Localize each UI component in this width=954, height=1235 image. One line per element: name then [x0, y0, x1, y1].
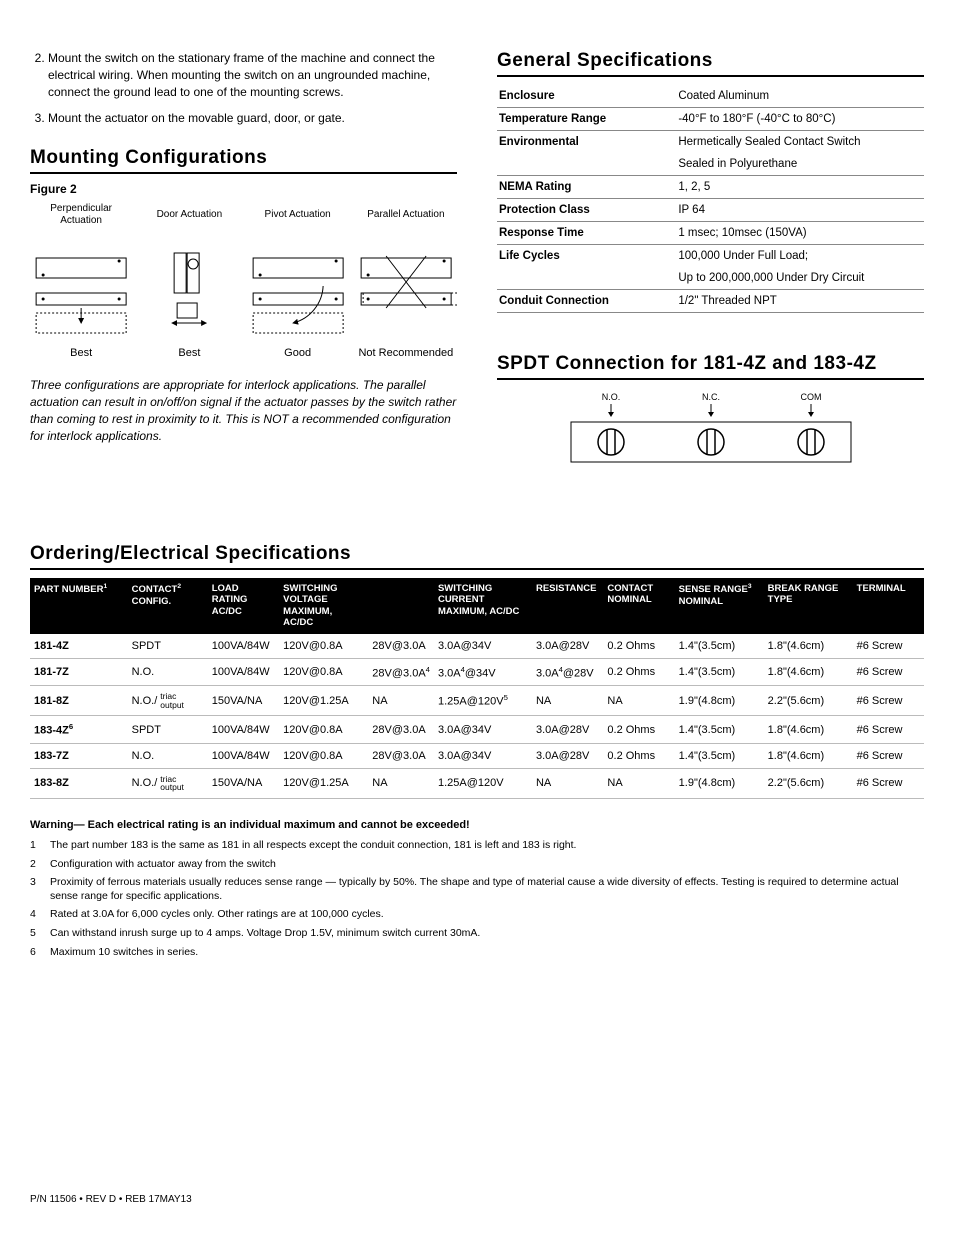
spec-val: 1, 2, 5	[676, 176, 924, 199]
parallel-diagram	[355, 228, 457, 338]
spec-val: Sealed in Polyurethane	[676, 153, 924, 176]
spec-key	[497, 153, 676, 176]
table-row: 181-7Z N.O. 100VA/84W 120V@0.8A 28V@3.0A…	[30, 658, 924, 686]
mounting-grid: Perpendicular Actuation Best Door Actuat…	[30, 202, 457, 359]
instruction-item: Mount the actuator on the movable guard,…	[48, 110, 457, 127]
table-header: SWITCHING VOLTAGEMAXIMUM, AC/DC	[279, 578, 368, 634]
spdt-title: SPDT Connection for 181-4Z and 183-4Z	[497, 353, 924, 380]
spec-key: Enclosure	[497, 85, 676, 108]
spec-val: Coated Aluminum	[676, 85, 924, 108]
instruction-list: Mount the switch on the stationary frame…	[30, 50, 457, 127]
footnote-text: Can withstand inrush surge up to 4 amps.…	[50, 927, 480, 941]
spec-key: Environmental	[497, 131, 676, 154]
footnote-num: 5	[30, 927, 42, 941]
spec-val: Up to 200,000,000 Under Dry Circuit	[676, 267, 924, 290]
table-row: 181-4Z SPDT 100VA/84W 120V@0.8A 28V@3.0A…	[30, 634, 924, 659]
table-header: SENSE RANGE3NOMINAL	[675, 578, 764, 634]
footnote-num: 4	[30, 908, 42, 922]
spec-key: Life Cycles	[497, 245, 676, 268]
spec-val: 1/2" Threaded NPT	[676, 290, 924, 313]
table-row: 183-8Z N.O./triacoutput 150VA/NA 120V@1.…	[30, 768, 924, 798]
spec-val: 1 msec; 10msec (150VA)	[676, 222, 924, 245]
door-diagram	[138, 228, 240, 338]
page-footer: P/N 11506 • REV D • REB 17MAY13	[30, 1194, 192, 1205]
mount-header: Parallel Actuation	[355, 202, 457, 228]
table-row: 183-7Z N.O. 100VA/84W 120V@0.8A 28V@3.0A…	[30, 743, 924, 768]
svg-text:N.C.: N.C.	[702, 392, 720, 402]
table-header: TERMINAL	[853, 578, 924, 634]
table-header: RESISTANCE	[532, 578, 603, 634]
spec-key: Protection Class	[497, 199, 676, 222]
mount-header: Door Actuation	[138, 202, 240, 228]
mount-footer: Best	[30, 347, 132, 359]
table-header: CONTACTNOMINAL	[603, 578, 674, 634]
table-row: 181-8Z N.O./triacoutput 150VA/NA 120V@1.…	[30, 686, 924, 716]
instruction-item: Mount the switch on the stationary frame…	[48, 50, 457, 100]
perpendicular-diagram	[30, 228, 132, 338]
spec-val: 100,000 Under Full Load;	[676, 245, 924, 268]
ordering-table: PART NUMBER1CONTACT2CONFIG.LOAD RATINGAC…	[30, 578, 924, 799]
spec-key: NEMA Rating	[497, 176, 676, 199]
figure-label: Figure 2	[30, 182, 457, 196]
mounting-title: Mounting Configurations	[30, 147, 457, 174]
spec-val: Hermetically Sealed Contact Switch	[676, 131, 924, 154]
footnote-num: 2	[30, 858, 42, 872]
general-title: General Specifications	[497, 50, 924, 77]
mount-footer: Not Recommended	[355, 347, 457, 359]
spdt-diagram: N.O. N.C. COM	[551, 390, 871, 470]
spec-val: IP 64	[676, 199, 924, 222]
footnote-text: The part number 183 is the same as 181 i…	[50, 839, 576, 853]
table-header: BREAK RANGETYPE	[764, 578, 853, 634]
table-header: SWITCHING CURRENTMAXIMUM, AC/DC	[434, 578, 532, 634]
footnote-num: 1	[30, 839, 42, 853]
table-row: 183-4Z6 SPDT 100VA/84W 120V@0.8A 28V@3.0…	[30, 716, 924, 744]
footnote-text: Maximum 10 switches in series.	[50, 946, 198, 960]
mount-footer: Good	[247, 347, 349, 359]
warning-text: Warning— Each electrical rating is an in…	[30, 819, 924, 831]
svg-text:COM: COM	[800, 392, 821, 402]
mount-header: Pivot Actuation	[247, 202, 349, 228]
ordering-title: Ordering/Electrical Specifications	[30, 543, 924, 570]
mount-header: Perpendicular Actuation	[30, 202, 132, 228]
footnote-text: Proximity of ferrous materials usually r…	[50, 876, 924, 903]
spec-key: Temperature Range	[497, 108, 676, 131]
config-note: Three configurations are appropriate for…	[30, 377, 457, 444]
table-header: PART NUMBER1	[30, 578, 128, 634]
spec-key	[497, 267, 676, 290]
pivot-diagram	[247, 228, 349, 338]
table-header	[368, 578, 434, 634]
general-spec-table: EnclosureCoated AluminumTemperature Rang…	[497, 85, 924, 313]
spec-key: Response Time	[497, 222, 676, 245]
footnotes: 1 The part number 183 is the same as 181 …	[30, 839, 924, 959]
spec-key: Conduit Connection	[497, 290, 676, 313]
table-header: CONTACT2CONFIG.	[128, 578, 208, 634]
footnote-text: Rated at 3.0A for 6,000 cycles only. Oth…	[50, 908, 384, 922]
footnote-num: 3	[30, 876, 42, 903]
spec-val: -40°F to 180°F (-40°C to 80°C)	[676, 108, 924, 131]
footnote-num: 6	[30, 946, 42, 960]
svg-text:N.O.: N.O.	[601, 392, 620, 402]
footnote-text: Configuration with actuator away from th…	[50, 858, 276, 872]
table-header: LOAD RATINGAC/DC	[208, 578, 279, 634]
mount-footer: Best	[138, 347, 240, 359]
